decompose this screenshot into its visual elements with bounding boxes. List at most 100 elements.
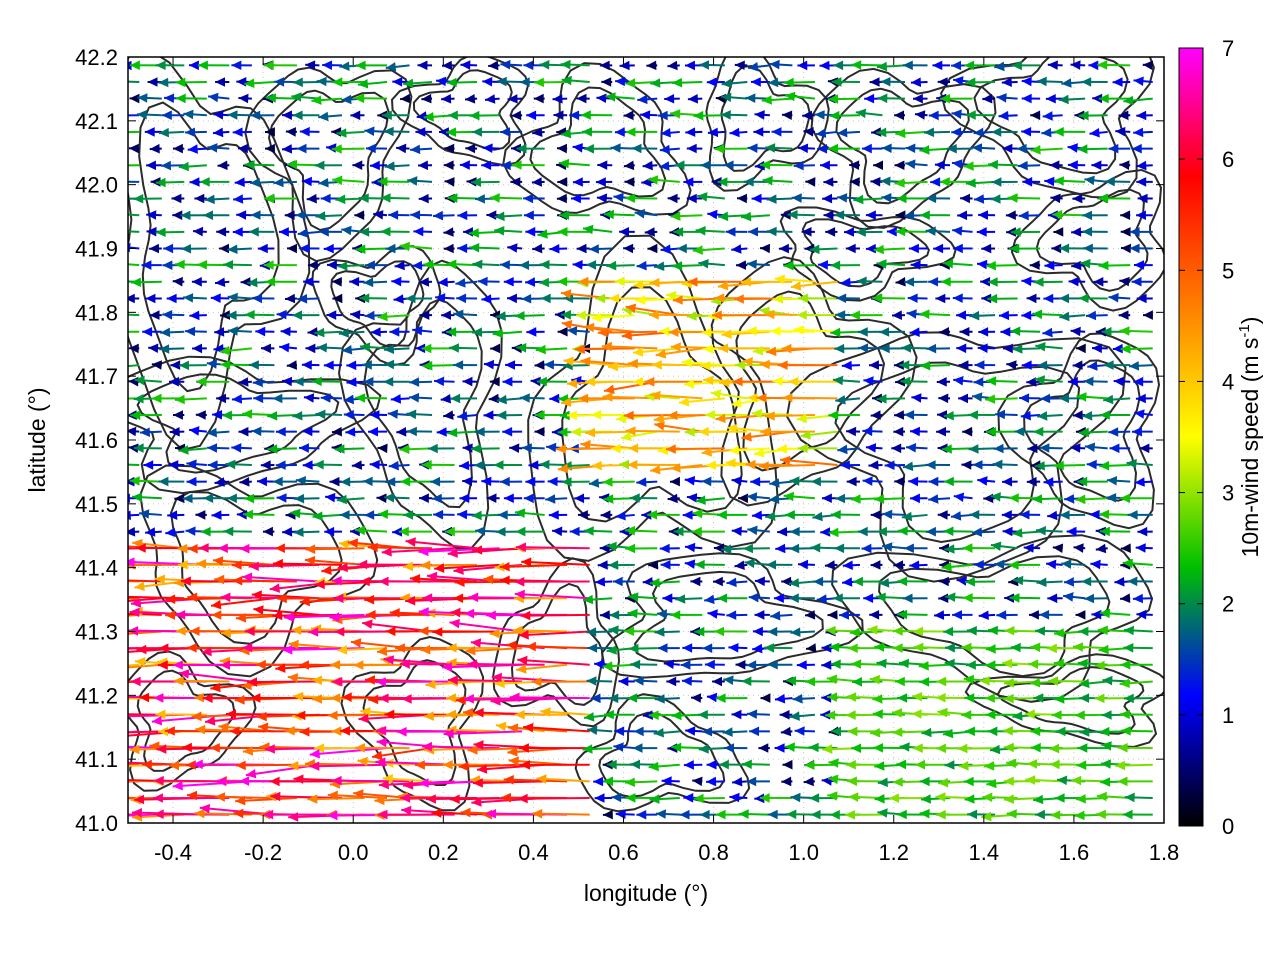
wind-vector-head: [345, 427, 356, 437]
wind-vector-head: [236, 510, 247, 520]
wind-vector-head: [563, 356, 574, 367]
wind-vector-head: [1030, 110, 1041, 121]
wind-vector-head: [693, 110, 704, 121]
wind-vector-head: [204, 194, 215, 205]
wind-vector-head: [368, 694, 379, 705]
colorbar-tick-label: 0: [1222, 814, 1234, 839]
wind-vector-head: [223, 260, 234, 270]
wind-vector-head: [378, 509, 389, 519]
wind-vector-head: [359, 576, 370, 587]
wind-vector-head: [511, 110, 522, 121]
wind-vector-head: [735, 360, 745, 370]
wind-vector-head: [321, 565, 332, 575]
wind-vector-head: [865, 443, 877, 453]
wind-vector-head: [136, 109, 147, 120]
wind-vector-head: [829, 110, 840, 121]
wind-vector-head: [418, 160, 428, 171]
wind-vector-head: [958, 761, 969, 771]
wind-vector-head: [418, 607, 429, 617]
wind-vector-head: [1045, 94, 1056, 104]
wind-vector-head: [384, 359, 395, 370]
wind-vector-head: [919, 309, 930, 319]
wind-vector-head: [951, 109, 962, 119]
wind-vector-head: [670, 610, 681, 620]
wind-vector-head: [299, 126, 310, 137]
wind-vector-head: [369, 459, 380, 470]
wind-vector-head: [282, 527, 293, 537]
wind-vector-head: [365, 675, 375, 685]
wind-vector-head: [396, 143, 407, 154]
wind-vector-head: [483, 359, 495, 370]
wind-vector-head: [596, 93, 607, 103]
wind-vector-head: [185, 127, 196, 137]
wind-vector: [128, 663, 162, 669]
wind-vector-head: [186, 476, 197, 487]
wind-vector-head: [623, 110, 634, 121]
colorbar-tick-label: 1: [1222, 703, 1234, 728]
wind-vector-head: [793, 160, 804, 171]
wind-vector-head: [722, 727, 733, 737]
wind-vector-head: [395, 643, 405, 653]
wind-vector-head: [637, 94, 648, 105]
wind-vector-head: [687, 94, 698, 104]
wind-vector-head: [1047, 593, 1058, 604]
wind-vector-head: [1098, 644, 1109, 655]
wind-vector-head: [805, 177, 816, 187]
wind-vector-head: [369, 160, 380, 171]
wind-vector-head: [745, 459, 756, 470]
wind-vector-head: [528, 460, 539, 470]
wind-vector-head: [244, 310, 255, 320]
wind-vector-head: [1037, 360, 1048, 371]
wind-vector-head: [465, 143, 476, 154]
wind-vector-head: [986, 427, 996, 437]
wind-vector-head: [532, 808, 543, 819]
wind-vector-head: [752, 345, 764, 356]
wind-vector-head: [392, 77, 403, 87]
wind-vector-head: [700, 361, 711, 371]
wind-vector-head: [745, 93, 756, 103]
wind-vector-head: [472, 127, 482, 137]
wind-vector-head: [133, 194, 144, 204]
wind-vector-head: [703, 344, 714, 354]
wind-vector-head: [630, 659, 641, 670]
wind-vector-head: [292, 411, 303, 421]
wind-vector-head: [1042, 111, 1053, 121]
wind-vector-head: [245, 769, 257, 779]
wind-vector-head: [585, 427, 596, 438]
wind-vector-head: [417, 60, 428, 71]
wind-vector-head: [520, 760, 531, 770]
wind-vector-head: [198, 60, 208, 70]
wind-vector-head: [741, 676, 752, 686]
wind-vector-head: [149, 143, 160, 154]
wind-vector-head: [582, 744, 593, 754]
wind-vector-head: [468, 592, 479, 603]
wind-vector-head: [663, 659, 675, 669]
wind-vector-head: [1075, 794, 1086, 804]
wind-vector-head: [532, 243, 543, 254]
wind-vector-head: [336, 494, 347, 505]
wind-vector-head: [508, 723, 519, 733]
wind-vector-head: [227, 110, 238, 120]
wind-vector-head: [446, 693, 456, 703]
wind-vector-head: [146, 226, 157, 237]
wind-vector-head: [1039, 610, 1050, 620]
wind-vector-head: [591, 312, 602, 323]
wind-vector-head: [165, 610, 175, 620]
wind-vector-head: [203, 210, 213, 220]
wind-vector-head: [174, 259, 185, 270]
wind-vector-head: [1131, 277, 1142, 287]
wind-vector: [381, 547, 455, 554]
wind-vector-head: [789, 578, 800, 588]
wind-vector-head: [232, 576, 243, 586]
wind-vector-head: [699, 60, 710, 70]
wind-vector-head: [767, 809, 778, 820]
wind-vector-head: [995, 409, 1006, 420]
wind-vector-head: [577, 510, 588, 520]
wind-vector-head: [447, 548, 458, 558]
wind-vector-head: [473, 740, 484, 750]
wind-vector-head: [758, 461, 769, 471]
wind-vector-head: [334, 444, 345, 454]
wind-vector-head: [913, 93, 923, 104]
wind-vector-head: [707, 127, 719, 138]
wind-vector-head: [698, 259, 709, 269]
